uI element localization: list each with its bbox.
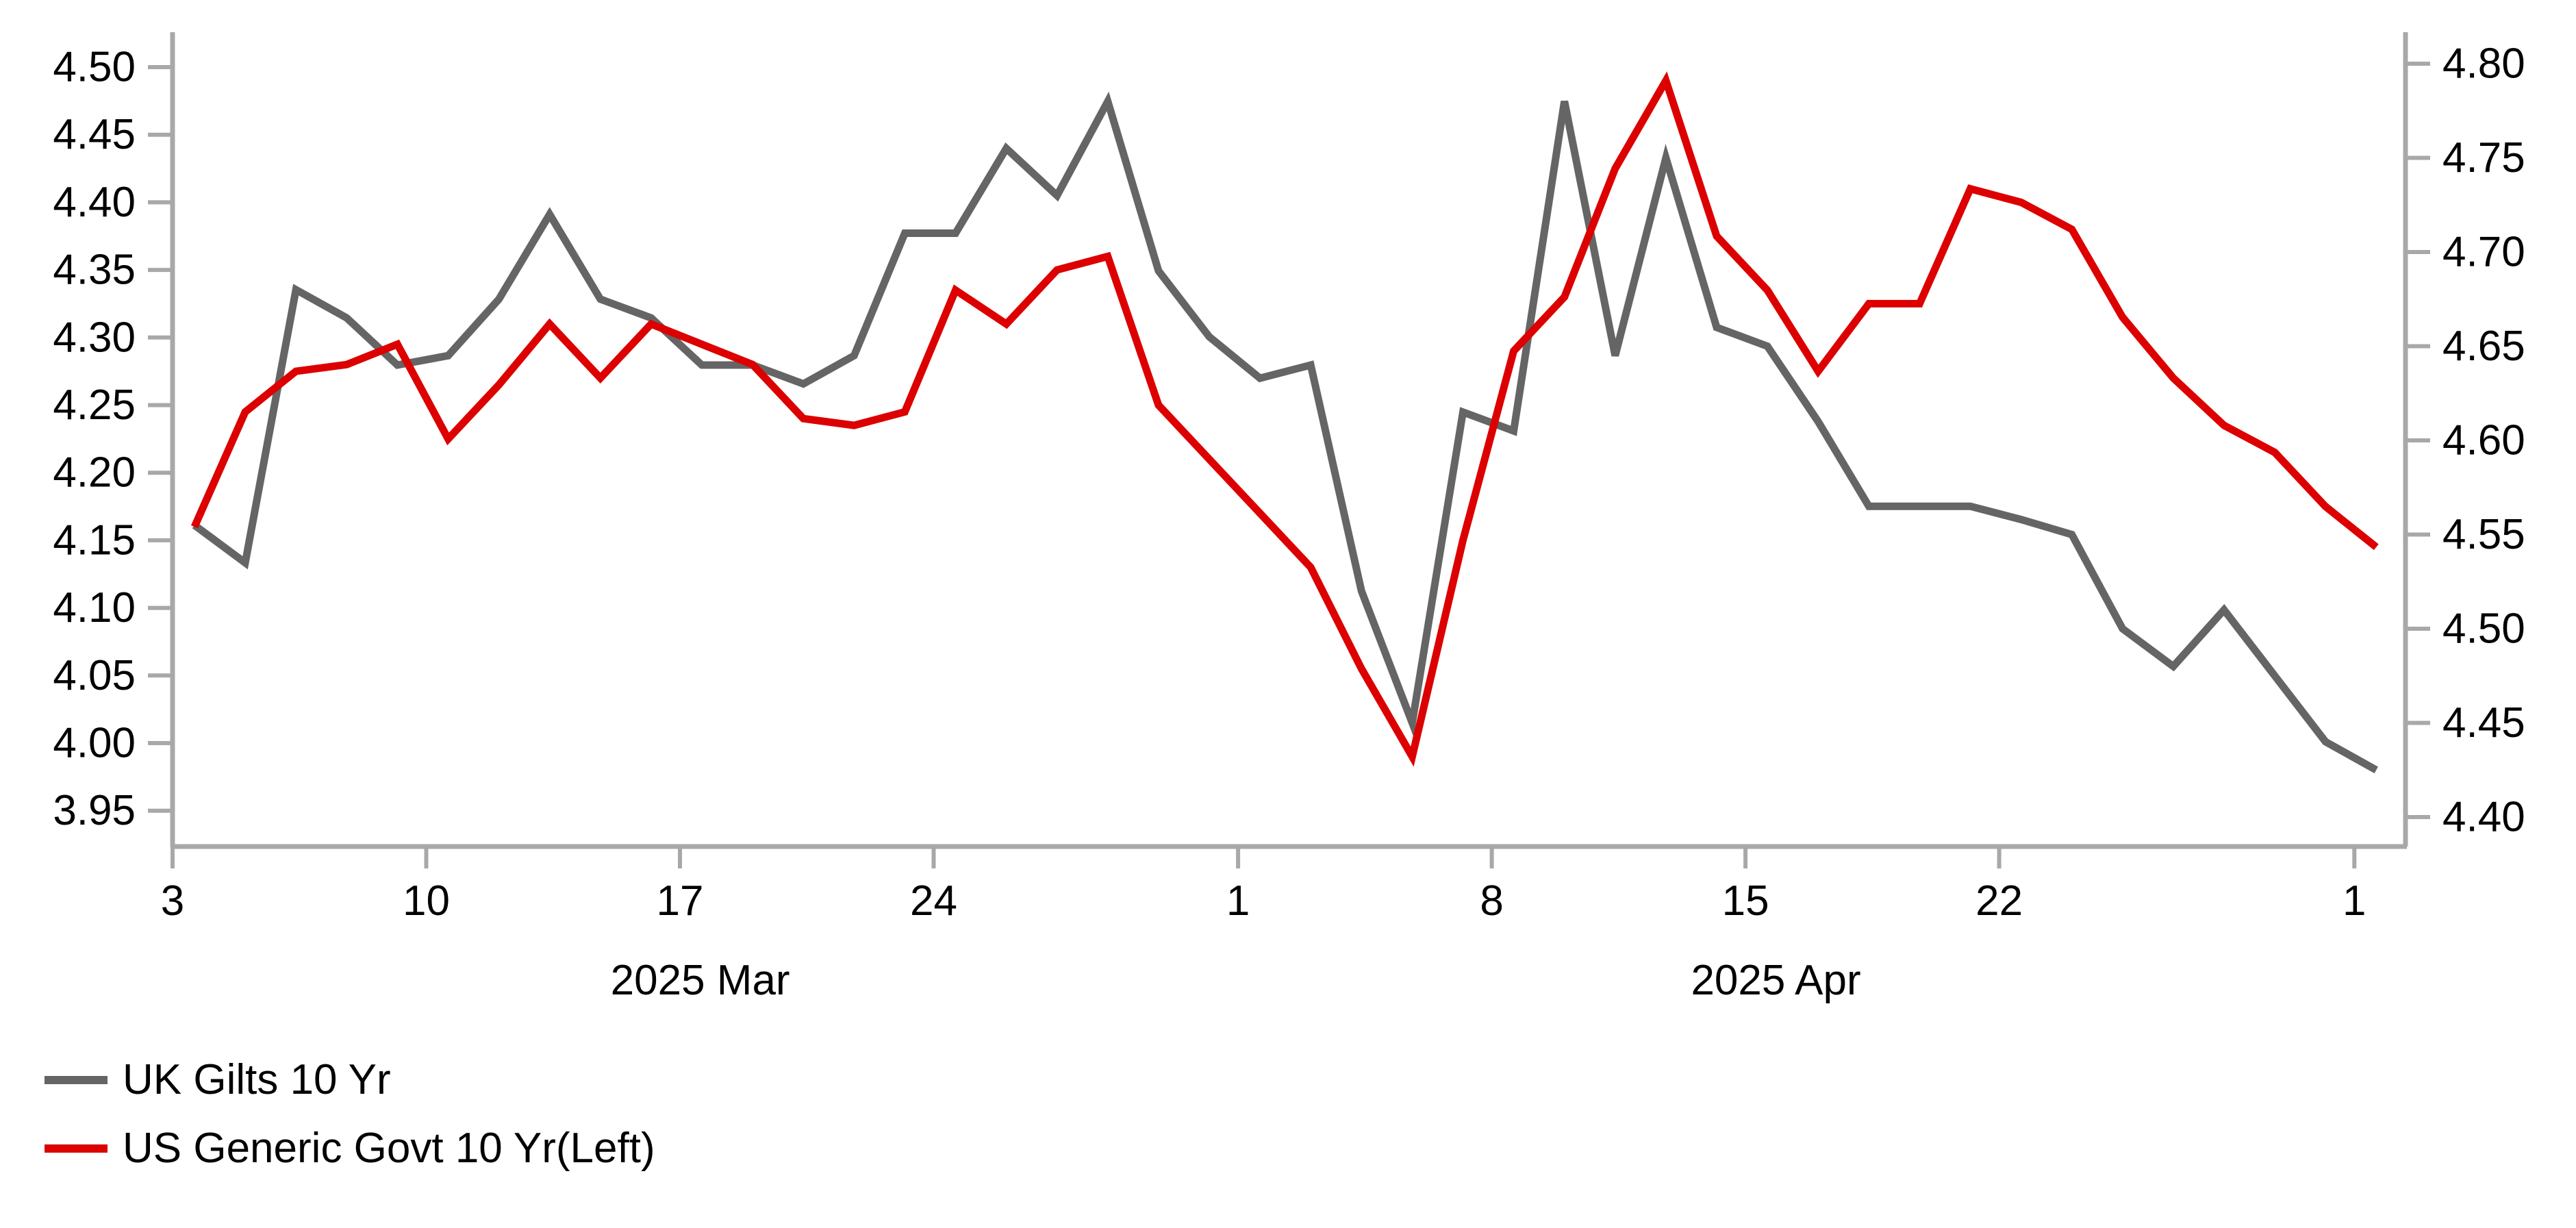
x-axis-tick-label: 8: [1480, 877, 1503, 925]
y-axis-right-tick-label: 4.65: [2442, 323, 2525, 370]
y-axis-right-tick-label: 4.60: [2442, 417, 2525, 464]
x-axis-month-label: 2025 Mar: [611, 957, 790, 1004]
y-axis-right-tick-label: 4.45: [2442, 699, 2525, 747]
y-axis-left-tick-label: 4.50: [53, 44, 136, 91]
x-axis-tick-label: 15: [1722, 877, 1769, 925]
x-axis-tick-label: 17: [657, 877, 704, 925]
x-axis-tick-label: 1: [2343, 877, 2366, 925]
y-axis-left-tick-label: 4.00: [53, 720, 136, 767]
y-axis-left-tick-label: 4.15: [53, 516, 136, 564]
y-axis-left-tick-label: 4.10: [53, 584, 136, 631]
x-axis-tick-label: 10: [403, 877, 450, 925]
x-axis-tick-label: 1: [1226, 877, 1250, 925]
y-axis-left-tick-label: 4.20: [53, 449, 136, 497]
x-axis-tick-label: 3: [161, 877, 184, 925]
y-axis-right-tick-label: 4.75: [2442, 134, 2525, 181]
y-axis-left-tick-label: 4.35: [53, 247, 136, 294]
y-axis-right-tick-label: 4.50: [2442, 605, 2525, 653]
y-axis-left-tick-label: 4.05: [53, 652, 136, 699]
x-axis-tick-label: 24: [910, 877, 957, 925]
uk-gilts-10yr-line: [192, 91, 2378, 774]
y-axis-left-tick-label: 4.30: [53, 314, 136, 361]
y-axis-right-tick-label: 4.70: [2442, 229, 2525, 276]
y-axis-right-tick-label: 4.55: [2442, 511, 2525, 558]
y-axis-left-tick-label: 4.40: [53, 179, 136, 226]
us-govt-10yr-line: [190, 71, 2379, 767]
y-axis-right-tick-label: 4.40: [2442, 794, 2525, 841]
y-axis-left-tick-label: 3.95: [53, 787, 136, 834]
y-axis-left-tick-label: 4.25: [53, 381, 136, 429]
x-axis-tick-label: 22: [1975, 877, 2023, 925]
y-axis-left-tick-label: 4.45: [53, 111, 136, 158]
x-axis-month-label: 2025 Apr: [1691, 957, 1860, 1004]
y-axis-right-tick-label: 4.80: [2442, 40, 2525, 88]
